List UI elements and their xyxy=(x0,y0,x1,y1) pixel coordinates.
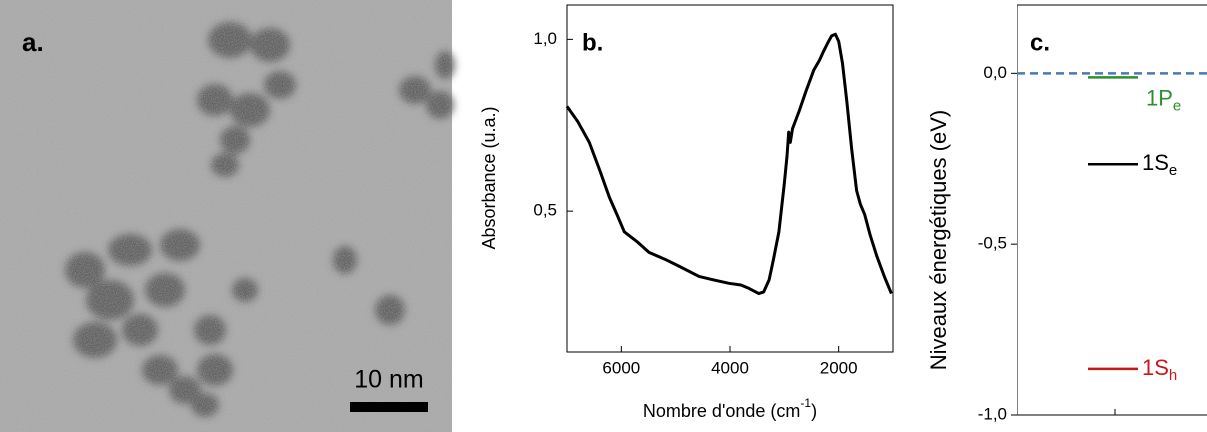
level-label: 1Sh xyxy=(1142,355,1177,384)
y-tick-label: 1,0 xyxy=(533,29,557,48)
panel-label: a. xyxy=(22,27,44,57)
spectrum-line xyxy=(565,32,893,296)
panel-label: b. xyxy=(582,29,603,56)
scale-bar xyxy=(350,402,428,412)
tem-image: a. 10 nm xyxy=(0,0,455,432)
scale-bar-label: 10 nm xyxy=(354,366,423,394)
level-subscript: e xyxy=(1173,97,1181,114)
levels-plot xyxy=(1017,4,1207,416)
x-axis-label-sup: -1 xyxy=(800,396,811,410)
level-subscript: e xyxy=(1169,162,1177,179)
y-tick-label: -1,0 xyxy=(978,404,1007,423)
level-label: 1Se xyxy=(1142,150,1177,179)
level-name: 1S xyxy=(1142,150,1169,175)
y-axis-label: Absorbance (u.a.) xyxy=(479,106,499,249)
level-subscript: h xyxy=(1169,367,1177,384)
y-axis-label: Niveaux énergétiques (eV) xyxy=(926,110,951,370)
level-label: 1Pe xyxy=(1146,85,1181,114)
x-axis-label-end: ) xyxy=(811,401,817,421)
x-axis-label-main: Nombre d'onde (cm xyxy=(643,401,801,421)
panel-label: c. xyxy=(1030,29,1050,56)
level-name: 1P xyxy=(1146,85,1173,110)
x-axis-label: Nombre d'onde (cm-1) xyxy=(643,396,817,421)
x-tick-label: 6000 xyxy=(602,358,640,377)
level-name: 1S xyxy=(1142,355,1169,380)
x-tick-label: 4000 xyxy=(711,358,749,377)
y-tick-label: 0,0 xyxy=(983,63,1007,82)
plot-frame xyxy=(566,4,894,353)
y-tick-label: -0,5 xyxy=(978,234,1007,253)
x-tick-label: 2000 xyxy=(820,358,858,377)
y-tick-label: 0,5 xyxy=(533,201,557,220)
